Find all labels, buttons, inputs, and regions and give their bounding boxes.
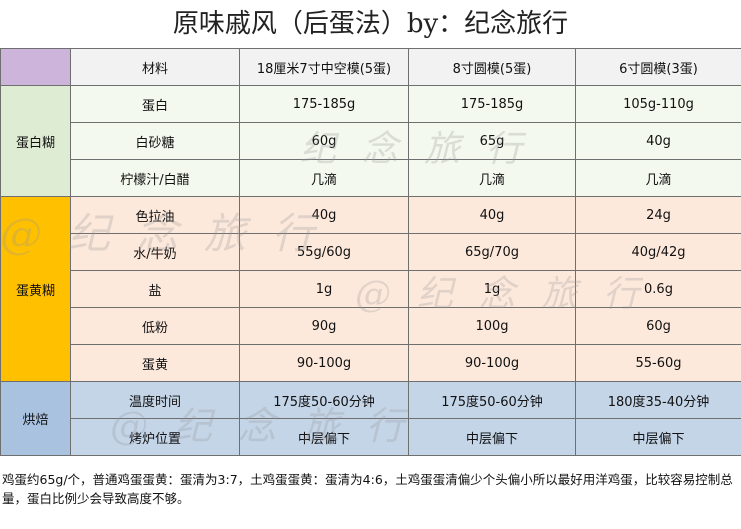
group-label-egg-yolk-batter: 蛋黄糊 xyxy=(0,196,71,382)
amount-cell: 中层偏下 xyxy=(239,418,409,456)
amount-cell: 0.6g xyxy=(575,270,741,308)
table-row: 低粉 90g 100g 60g xyxy=(1,307,741,345)
table-row: 蛋白糊 蛋白 175-185g 175-185g 105g-110g xyxy=(0,85,741,197)
ingredient-name: 低粉 xyxy=(70,307,240,345)
header-corner-cell xyxy=(0,48,71,86)
header-cell-6inch-round: 6寸圆模(3蛋) xyxy=(575,48,741,86)
group-label-egg-white-batter: 蛋白糊 xyxy=(0,85,71,197)
table-row: 柠檬汁/白醋 几滴 几滴 几滴 xyxy=(1,159,741,197)
table-row: 蛋黄糊 色拉油 40g 40g 24g xyxy=(0,196,741,382)
ingredient-name: 盐 xyxy=(70,270,240,308)
amount-cell: 1g xyxy=(239,270,409,308)
table-row: 蛋黄 90-100g 90-100g 55-60g xyxy=(1,344,741,382)
ingredient-name: 色拉油 xyxy=(70,196,240,234)
amount-cell: 90-100g xyxy=(408,344,576,382)
header-cell-7inch-tube: 18厘米7寸中空模(5蛋) xyxy=(239,48,409,86)
amount-cell: 几滴 xyxy=(575,159,741,197)
ingredient-name: 蛋白 xyxy=(70,85,240,123)
amount-cell: 1g xyxy=(408,270,576,308)
page-title: 原味戚风（后蛋法）by：纪念旅行 xyxy=(172,9,569,39)
amount-cell: 40g xyxy=(239,196,409,234)
ingredient-name: 柠檬汁/白醋 xyxy=(70,159,240,197)
table-row: 白砂糖 60g 65g 40g xyxy=(1,122,741,160)
amount-cell: 24g xyxy=(575,196,741,234)
amount-cell: 几滴 xyxy=(239,159,409,197)
amount-cell: 55g/60g xyxy=(239,233,409,271)
amount-cell: 90-100g xyxy=(239,344,409,382)
amount-cell: 40g xyxy=(408,196,576,234)
ingredient-name: 温度时间 xyxy=(70,381,240,419)
amount-cell: 中层偏下 xyxy=(575,418,741,456)
amount-cell: 175度50-60分钟 xyxy=(239,381,409,419)
amount-cell: 60g xyxy=(575,307,741,345)
amount-cell: 55-60g xyxy=(575,344,741,382)
amount-cell: 175-185g xyxy=(408,85,576,123)
amount-cell: 65g/70g xyxy=(408,233,576,271)
amount-cell: 175度50-60分钟 xyxy=(408,381,576,419)
ingredient-name: 水/牛奶 xyxy=(70,233,240,271)
amount-cell: 65g xyxy=(408,122,576,160)
ingredient-name: 白砂糖 xyxy=(70,122,240,160)
ingredient-name: 烤炉位置 xyxy=(70,418,240,456)
header-cell-material: 材料 xyxy=(70,48,240,86)
amount-cell: 105g-110g xyxy=(575,85,741,123)
amount-cell: 几滴 xyxy=(408,159,576,197)
amount-cell: 40g/42g xyxy=(575,233,741,271)
group-label-baking: 烘焙 xyxy=(0,381,71,456)
amount-cell: 90g xyxy=(239,307,409,345)
table-row: 烤炉位置 中层偏下 中层偏下 中层偏下 xyxy=(1,418,741,456)
header-cell-8inch-round: 8寸圆模(5蛋) xyxy=(408,48,576,86)
amount-cell: 100g xyxy=(408,307,576,345)
amount-cell: 180度35-40分钟 xyxy=(575,381,741,419)
amount-cell: 中层偏下 xyxy=(408,418,576,456)
recipe-table: 材料 18厘米7寸中空模(5蛋) 8寸圆模(5蛋) 6寸圆模(3蛋) 蛋白糊 蛋… xyxy=(0,48,741,456)
ingredient-name: 蛋黄 xyxy=(70,344,240,382)
amount-cell: 175-185g xyxy=(239,85,409,123)
footnote: 鸡蛋约65g/个，普通鸡蛋蛋黄：蛋清为3:7，土鸡蛋蛋黄：蛋清为4:6，土鸡蛋蛋… xyxy=(2,472,733,506)
amount-cell: 40g xyxy=(575,122,741,160)
amount-cell: 60g xyxy=(239,122,409,160)
table-header-row: 材料 18厘米7寸中空模(5蛋) 8寸圆模(5蛋) 6寸圆模(3蛋) xyxy=(0,48,741,86)
table-row: 烘焙 温度时间 175度50-60分钟 175度50-60分钟 180度35-4… xyxy=(0,381,741,456)
table-row: 盐 1g 1g 0.6g xyxy=(1,270,741,308)
table-row: 水/牛奶 55g/60g 65g/70g 40g/42g xyxy=(1,233,741,271)
